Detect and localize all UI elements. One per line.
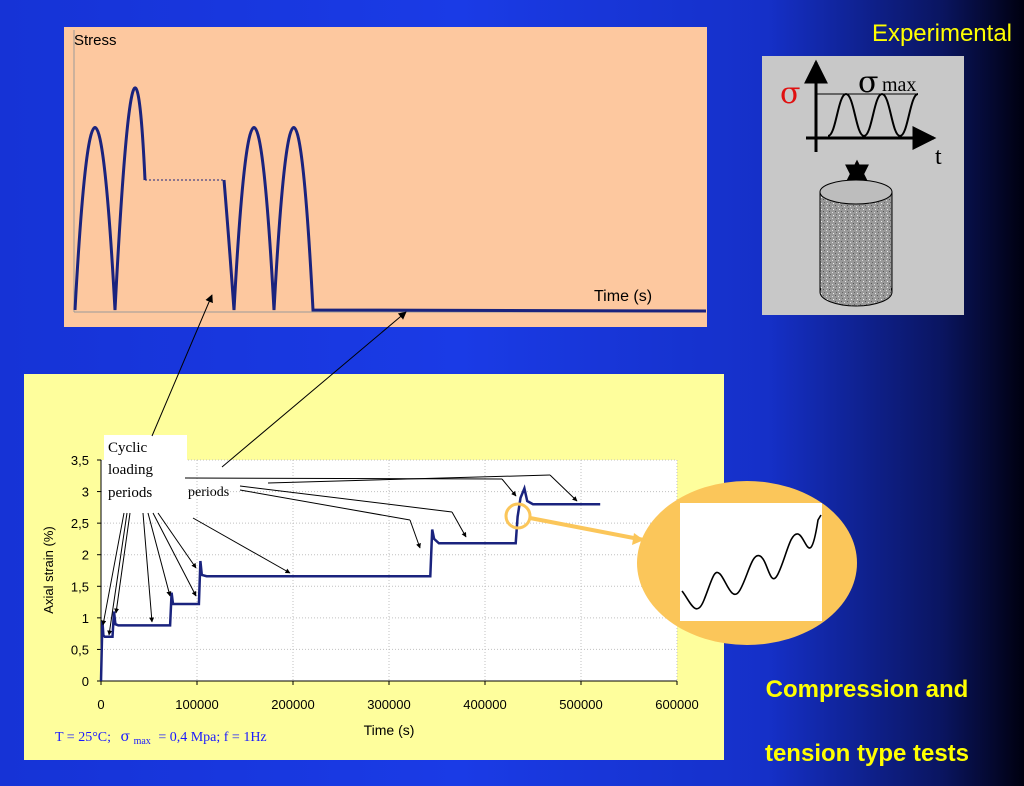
x-tick-label: 400000 [463, 697, 506, 712]
strain-x-ticks: 0 100000 200000 300000 400000 500000 600000 [97, 681, 699, 712]
test-conditions: T = 25°C; σ max = 0,4 Mpa; f = 1Hz [55, 729, 267, 748]
stress-y-label: Stress [74, 32, 117, 49]
conditions-sub: max [134, 736, 151, 747]
test-type-label: Compression and tension type tests [712, 658, 1022, 786]
arrow-p8 [192, 517, 291, 574]
test-type-line2: tension type tests [764, 740, 970, 767]
strain-y-ticks: 0 0,5 1 1,5 2 2,5 3 3,5 [71, 453, 101, 689]
arrow-p6 [152, 512, 197, 597]
zoom-connector-arrowhead [632, 533, 644, 545]
arrow-p1 [101, 512, 125, 626]
y-tick-label: 2,5 [71, 516, 89, 531]
y-tick-label: 0 [82, 674, 89, 689]
arrow-to-rest [221, 311, 407, 468]
zoom-highlight-circle [504, 502, 532, 530]
arrow-to-cycles [151, 294, 213, 437]
arrow-p11 [501, 478, 517, 497]
y-tick-label: 0,5 [71, 642, 89, 657]
callout-periods-2: periods [188, 485, 229, 500]
y-tick-label: 2 [82, 548, 89, 563]
stress-chart-panel [64, 27, 707, 327]
arrow-p4 [142, 512, 155, 623]
callout-box [104, 435, 187, 503]
leader-4 [267, 474, 551, 484]
x-tick-label: 500000 [559, 697, 602, 712]
sigma-label: σ [780, 76, 800, 111]
y-tick-label: 3,5 [71, 453, 89, 468]
strain-x-label: Time (s) [364, 722, 415, 738]
conditions-rest: = 0,4 Mpa; f = 1Hz [158, 730, 266, 745]
strain-chart: 0 0,5 1 1,5 2 2,5 3 3,5 0 100000 200000 300000 4000… [41, 453, 699, 738]
y-tick-label: 3 [82, 485, 89, 500]
sigma-wave [827, 92, 919, 138]
experimental-sketch: σ σ max t [780, 59, 942, 307]
arrow-p3 [114, 512, 131, 614]
y-tick-label: 1 [82, 611, 89, 626]
leader-3 [184, 477, 503, 480]
conditions-temp: T = 25°C; [55, 730, 111, 745]
arrow-p5 [147, 512, 172, 597]
time-axis-label: t [935, 144, 942, 170]
arrow-p9 [409, 519, 421, 549]
arrow-p12 [549, 474, 578, 502]
stress-cycles-2 [222, 126, 707, 313]
callout-periods: periods [108, 485, 152, 501]
figure-overlay: Stress Time (s) σ σ max t 0 0,5 1 1,5 2 2,5 3 3… [41, 30, 942, 748]
strain-grid [101, 459, 678, 681]
conditions-sigma: σ [121, 729, 131, 745]
leader-2 [239, 485, 453, 513]
sigma-max-subscript: max [882, 74, 916, 96]
callout-loading: loading [108, 462, 153, 478]
x-tick-label: 600000 [655, 697, 698, 712]
test-type-line1: Compression and [765, 676, 969, 703]
x-tick-label: 100000 [175, 697, 218, 712]
arrow-p10 [451, 511, 467, 538]
zoom-oscillation-curve [681, 514, 822, 610]
zoom-plot [680, 503, 822, 621]
experimental-title: Experimental [871, 20, 1012, 47]
strain-y-label: Axial strain (%) [41, 526, 56, 613]
stress-x-label: Time (s) [594, 288, 652, 305]
x-tick-label: 200000 [271, 697, 314, 712]
specimen-cylinder [819, 179, 893, 307]
x-tick-label: 300000 [367, 697, 410, 712]
arrow-p7 [157, 512, 197, 569]
leader-1 [239, 489, 411, 521]
x-tick-label: 0 [97, 697, 104, 712]
stress-cycles-1 [73, 86, 147, 311]
zoom-connector [529, 516, 645, 542]
sigma-max-symbol: σ [858, 65, 878, 100]
stress-chart: Stress Time (s) [73, 30, 707, 313]
arrow-p2 [107, 512, 128, 636]
y-tick-label: 1,5 [71, 579, 89, 594]
pointer-arrows [101, 294, 578, 636]
callout-cyclic: Cyclic [108, 440, 147, 456]
